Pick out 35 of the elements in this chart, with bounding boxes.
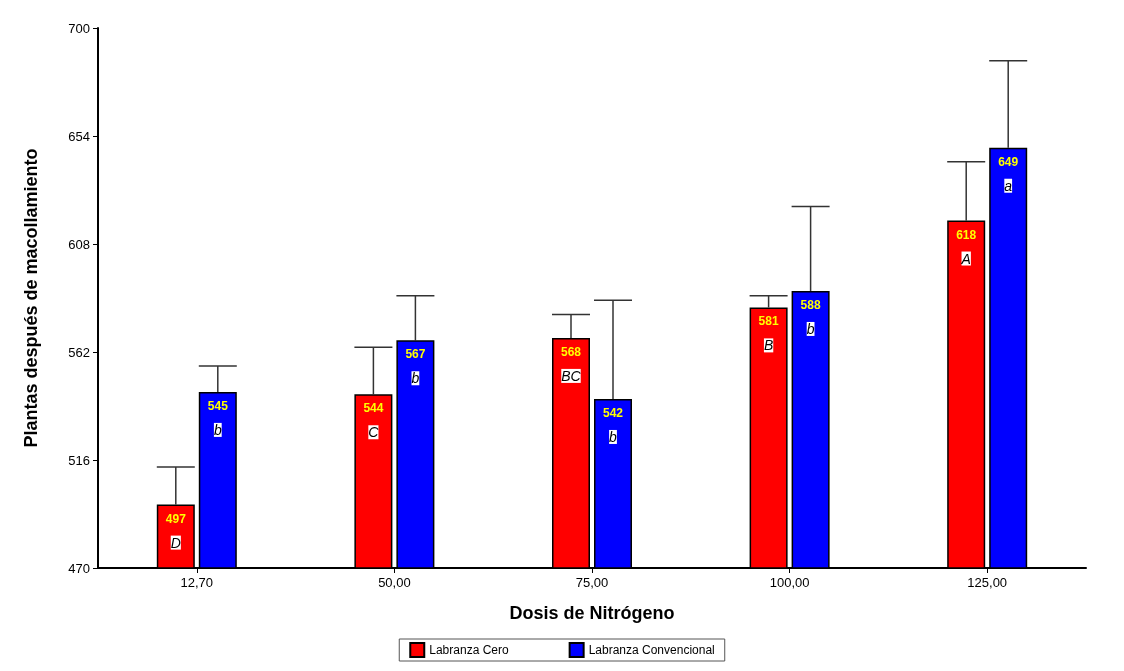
annotation: a <box>1004 177 1013 194</box>
annotation: b <box>806 320 815 337</box>
annotation: D <box>170 534 181 551</box>
legend-label: Labranza Convencional <box>588 643 715 657</box>
data-label: 497 <box>165 511 187 526</box>
annotation: b <box>411 370 420 387</box>
annotation: A <box>960 250 971 267</box>
data-label: 588 <box>800 297 821 312</box>
y-tick-label: 562 <box>68 344 90 360</box>
y-tick-label: 470 <box>68 560 90 576</box>
x-tick-label: 125,00 <box>967 575 1008 590</box>
y-axis-title: Plantas después de macollamiento <box>21 148 41 448</box>
x-tick-label: 75,00 <box>575 575 609 590</box>
data-label: 567 <box>405 347 426 362</box>
annotation: B <box>763 337 774 354</box>
annotation: C <box>368 424 380 441</box>
x-tick-label: 12,70 <box>180 575 214 590</box>
annotation: b <box>213 421 222 438</box>
x-tick-label: 50,00 <box>378 575 411 590</box>
y-tick-label: 654 <box>68 128 90 144</box>
annotation: BC <box>561 367 582 384</box>
x-tick-label: 100,00 <box>769 575 810 590</box>
x-axis-title: Dosis de Nitrógeno <box>509 603 675 623</box>
legend-label: Labranza Cero <box>429 643 509 657</box>
data-label: 649 <box>998 154 1019 169</box>
data-label: 544 <box>363 401 384 416</box>
y-tick-label: 700 <box>68 20 90 36</box>
data-label: 542 <box>602 405 624 420</box>
data-label: 545 <box>207 398 229 413</box>
data-label: 581 <box>758 314 779 329</box>
data-label: 568 <box>560 344 582 359</box>
annotation: b <box>609 428 618 445</box>
y-tick-label: 608 <box>68 236 90 252</box>
data-label: 618 <box>956 227 977 242</box>
y-tick-label: 516 <box>68 452 90 468</box>
